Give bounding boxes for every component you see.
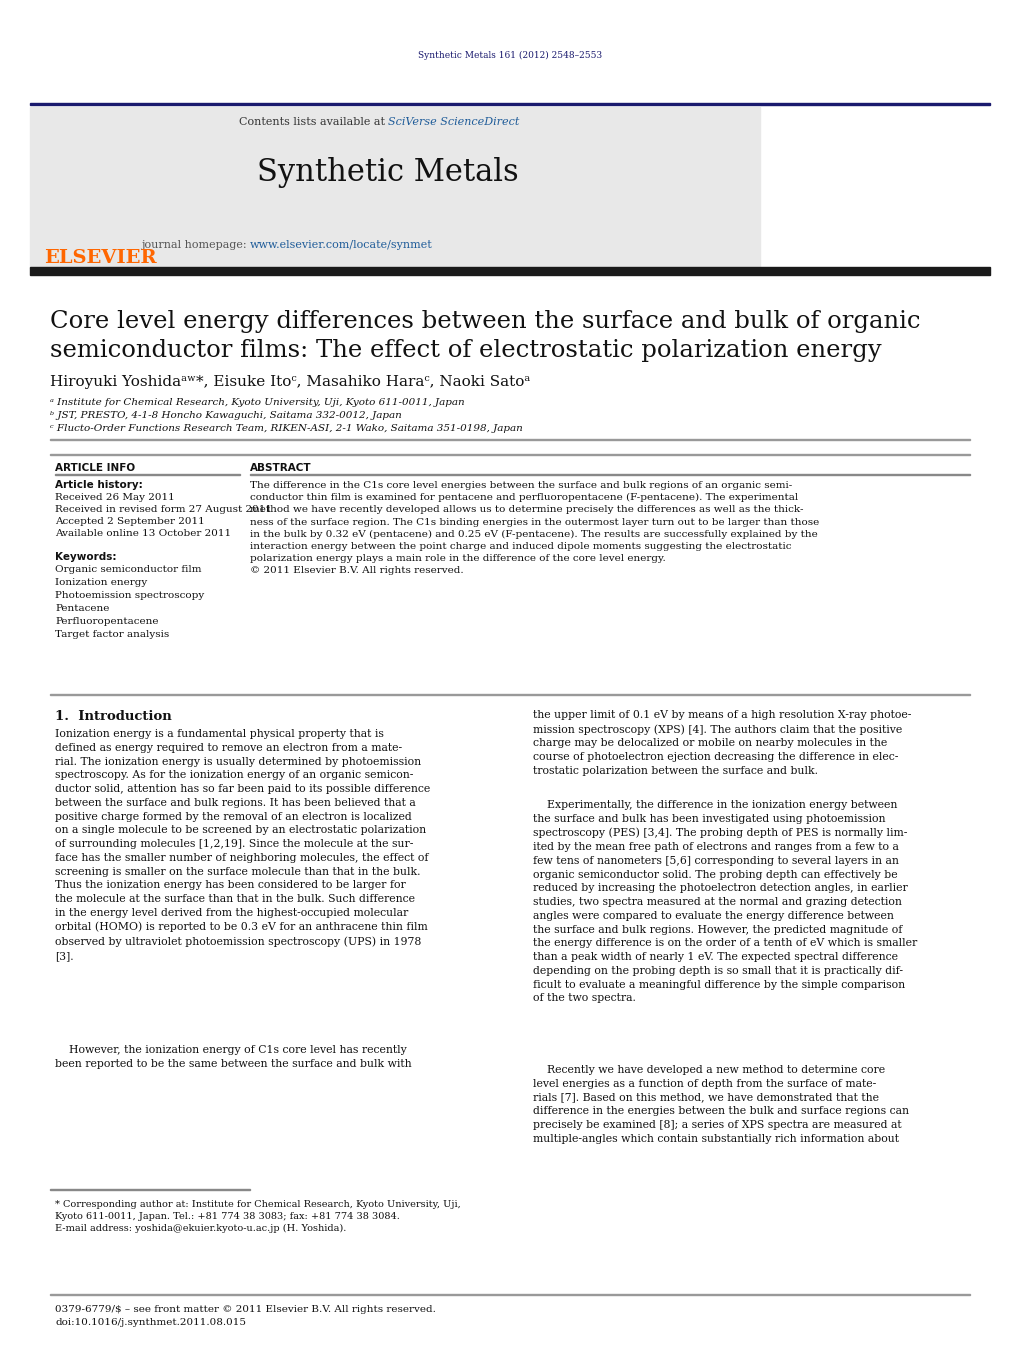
- Text: Keywords:: Keywords:: [55, 553, 116, 562]
- Text: Ionization energy is a fundamental physical property that is
defined as energy r: Ionization energy is a fundamental physi…: [55, 730, 430, 961]
- Text: Synthetic Metals 161 (2012) 2548–2553: Synthetic Metals 161 (2012) 2548–2553: [418, 50, 602, 59]
- Text: Photoemission spectroscopy: Photoemission spectroscopy: [55, 590, 204, 600]
- Bar: [30, 107, 760, 267]
- Text: Recently we have developed a new method to determine core
level energies as a fu: Recently we have developed a new method …: [533, 1065, 909, 1144]
- Text: However, the ionization energy of C1s core level has recently
been reported to b: However, the ionization energy of C1s co…: [55, 1046, 411, 1069]
- Text: * Corresponding author at: Institute for Chemical Research, Kyoto University, Uj: * Corresponding author at: Institute for…: [55, 1200, 460, 1232]
- Text: the upper limit of 0.1 eV by means of a high resolution X-ray photoe-
mission sp: the upper limit of 0.1 eV by means of a …: [533, 711, 912, 775]
- Text: Article history:: Article history:: [55, 480, 143, 490]
- Text: Pentacene: Pentacene: [55, 604, 109, 613]
- Text: journal homepage:: journal homepage:: [141, 240, 250, 250]
- Text: Available online 13 October 2011: Available online 13 October 2011: [55, 530, 231, 538]
- Text: doi:10.1016/j.synthmet.2011.08.015: doi:10.1016/j.synthmet.2011.08.015: [55, 1319, 246, 1327]
- Text: ᵇ JST, PRESTO, 4-1-8 Honcho Kawaguchi, Saitama 332-0012, Japan: ᵇ JST, PRESTO, 4-1-8 Honcho Kawaguchi, S…: [50, 411, 401, 420]
- Text: ABSTRACT: ABSTRACT: [250, 463, 311, 473]
- Text: Contents lists available at: Contents lists available at: [239, 118, 388, 127]
- Bar: [30, 103, 990, 105]
- Text: Received 26 May 2011: Received 26 May 2011: [55, 493, 175, 503]
- Text: Accepted 2 September 2011: Accepted 2 September 2011: [55, 517, 205, 526]
- Text: ᶜ Flucto-Order Functions Research Team, RIKEN-ASI, 2-1 Wako, Saitama 351-0198, J: ᶜ Flucto-Order Functions Research Team, …: [50, 424, 523, 434]
- Text: www.elsevier.com/locate/synmet: www.elsevier.com/locate/synmet: [250, 240, 433, 250]
- Text: Perfluoropentacene: Perfluoropentacene: [55, 617, 158, 626]
- Text: ELSEVIER: ELSEVIER: [44, 249, 156, 267]
- Text: Target factor analysis: Target factor analysis: [55, 630, 169, 639]
- Text: Hiroyuki Yoshidaᵃʷ*, Eisuke Itoᶜ, Masahiko Haraᶜ, Naoki Satoᵃ: Hiroyuki Yoshidaᵃʷ*, Eisuke Itoᶜ, Masahi…: [50, 376, 530, 389]
- Text: Synthetic Metals: Synthetic Metals: [257, 157, 519, 188]
- Text: Received in revised form 27 August 2011: Received in revised form 27 August 2011: [55, 505, 272, 513]
- Text: ARTICLE INFO: ARTICLE INFO: [55, 463, 135, 473]
- Text: The difference in the C1s core level energies between the surface and bulk regio: The difference in the C1s core level ene…: [250, 481, 819, 576]
- Text: Core level energy differences between the surface and bulk of organic
semiconduc: Core level energy differences between th…: [50, 309, 921, 362]
- Text: SciVerse ScienceDirect: SciVerse ScienceDirect: [388, 118, 520, 127]
- Text: 0379-6779/$ – see front matter © 2011 Elsevier B.V. All rights reserved.: 0379-6779/$ – see front matter © 2011 El…: [55, 1305, 436, 1315]
- Bar: [30, 267, 990, 276]
- Text: 1.  Introduction: 1. Introduction: [55, 711, 172, 723]
- Text: Experimentally, the difference in the ionization energy between
the surface and : Experimentally, the difference in the io…: [533, 800, 917, 1004]
- Text: Organic semiconductor film: Organic semiconductor film: [55, 565, 201, 574]
- Text: ᵃ Institute for Chemical Research, Kyoto University, Uji, Kyoto 611-0011, Japan: ᵃ Institute for Chemical Research, Kyoto…: [50, 399, 465, 407]
- Text: Ionization energy: Ionization energy: [55, 578, 147, 586]
